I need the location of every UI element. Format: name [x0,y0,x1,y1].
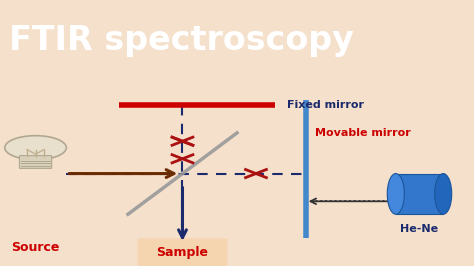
Text: FTIR spectroscopy: FTIR spectroscopy [9,24,355,57]
FancyBboxPatch shape [137,238,228,266]
Text: He-Ne: He-Ne [401,224,438,234]
Text: Fixed mirror: Fixed mirror [287,100,364,110]
Ellipse shape [387,174,404,214]
Text: Movable mirror: Movable mirror [315,128,411,138]
Text: Source: Source [11,241,60,254]
FancyBboxPatch shape [396,174,443,214]
Circle shape [5,136,66,160]
Text: Sample: Sample [156,246,209,259]
FancyBboxPatch shape [19,156,52,168]
Ellipse shape [435,174,452,214]
